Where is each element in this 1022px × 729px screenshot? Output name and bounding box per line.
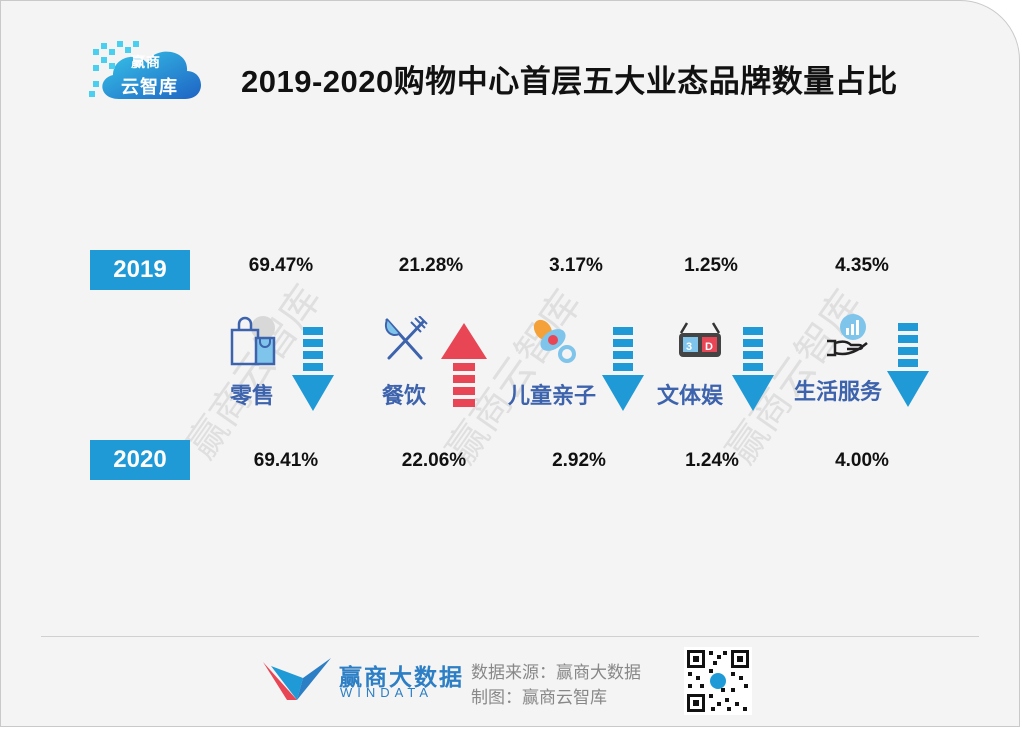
3d-glasses-icon: 3 D (679, 322, 721, 357)
chart-title: 2019-2020购物中心首层五大业态品牌数量占比 (241, 64, 898, 99)
pct-2020-culture: 1.24% (685, 450, 739, 471)
logo-text-line2: 云智库 (121, 77, 178, 97)
trend-down-arrow-kids (602, 327, 644, 411)
category-label-culture: 文体娱 (657, 383, 724, 408)
year-label-2020: 2020 (90, 440, 190, 480)
category-label-service: 生活服务 (794, 379, 883, 404)
cloud-logo-icon (89, 41, 201, 99)
trend-down-arrow-retail (292, 327, 334, 411)
category-label-food: 餐饮 (382, 383, 427, 408)
pct-2019-culture: 1.25% (684, 255, 738, 276)
maker-line: 制图：赢商云智库 (471, 688, 607, 707)
pct-2020-food: 22.06% (401, 450, 467, 471)
source-line: 数据来源：赢商大数据 (471, 663, 641, 682)
svg-text:D: D (705, 341, 713, 353)
pct-2020-service: 4.00% (835, 450, 889, 471)
source-text: 数据来源：赢商大数据 制图：赢商云智库 (471, 660, 641, 710)
pct-2019-service: 4.35% (835, 255, 889, 276)
pct-2019-retail: 69.47% (248, 255, 314, 276)
pacifier-icon (533, 319, 576, 363)
knife-fork-icon (385, 316, 428, 360)
pct-2020-kids: 2.92% (552, 450, 606, 471)
logo-text-line1: 赢商 (131, 54, 161, 70)
footer-divider (41, 636, 979, 637)
windata-logo-icon (263, 658, 331, 700)
service-hand-icon (827, 314, 868, 357)
trend-down-arrow-culture (732, 327, 774, 411)
trend-down-arrow-service (887, 323, 929, 407)
brand-name-cn: 赢商大数据 (339, 664, 464, 690)
pct-2019-food: 21.28% (398, 255, 464, 276)
year-label-2019: 2019 (90, 250, 190, 290)
trend-up-arrow-food (441, 323, 487, 407)
svg-text:3: 3 (686, 341, 692, 353)
pct-2019-kids: 3.17% (549, 255, 603, 276)
pct-2020-retail: 69.41% (253, 450, 319, 471)
brand-name-en: WINDATA (340, 685, 434, 700)
category-label-retail: 零售 (230, 383, 275, 408)
qr-code-icon (684, 647, 752, 715)
category-label-kids: 儿童亲子 (508, 383, 597, 408)
shopping-bag-icon (230, 316, 276, 366)
